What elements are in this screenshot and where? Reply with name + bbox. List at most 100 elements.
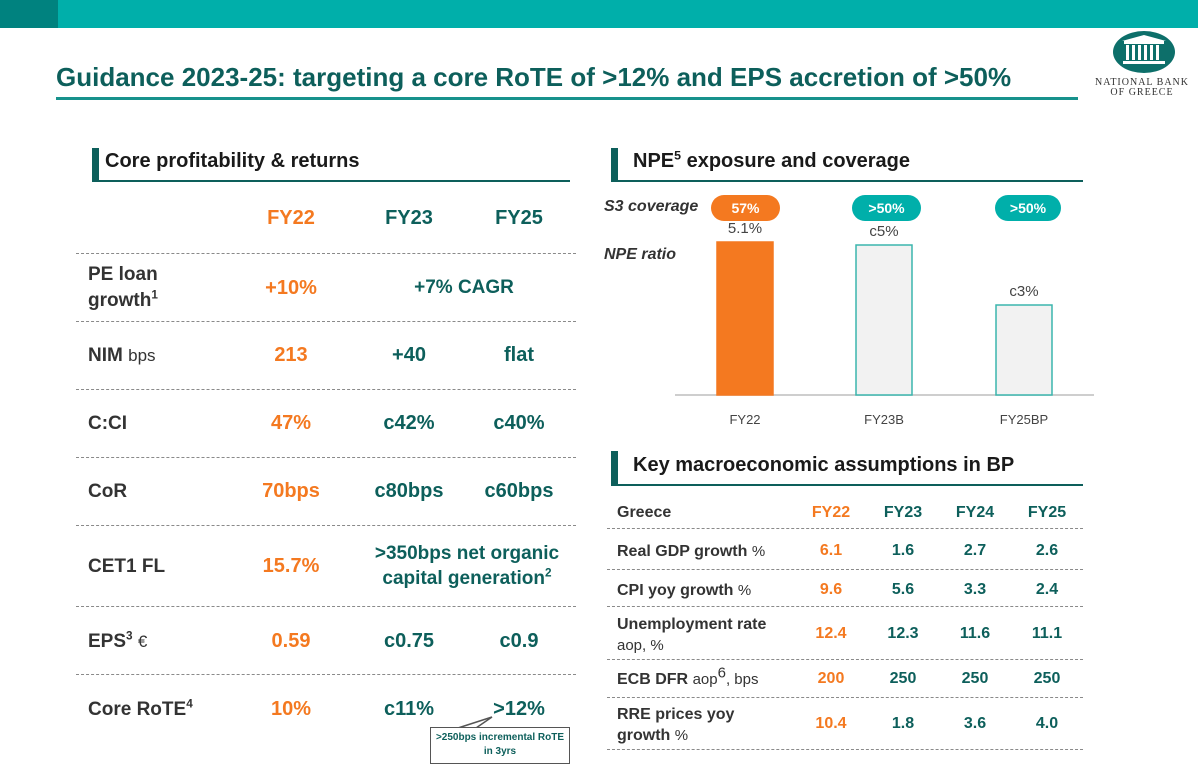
npe-data-label: c3% [1009,283,1038,300]
coverage-pill-fy25: >50% [995,195,1061,221]
core-section-marker [92,148,99,182]
macro-cell: 6.1 [819,542,843,559]
npe-category-label: FY25BP [1000,412,1048,427]
npe-section-title: NPE5 exposure and coverage [633,148,911,172]
npe-title-footnote: 5 [674,148,682,163]
eps-fy25: c0.9 [499,630,539,652]
cor-fy22: 70bps [262,480,320,502]
macro-cell: 11.6 [959,625,991,642]
s3-coverage-label: S3 coverage [604,198,699,215]
macro-cell: 9.6 [819,581,843,598]
col-header-fy25: FY25 [495,207,543,229]
macro-cell: 10.4 [815,715,847,732]
row-label-cet1: CET1 FL [88,556,166,577]
macro-cell: 2.4 [1035,581,1059,598]
rote-fy25: >12% [493,698,545,720]
macro-cell: 2.7 [963,542,987,559]
coverage-pill-fy22: 57% [711,195,780,221]
cor-fy25: c60bps [484,480,554,502]
pe-loan-fy22: +10% [265,277,317,299]
macro-row-label: ECB DFR aop6, bps [617,664,759,688]
top-banner [0,0,1198,28]
npe-ratio-label: NPE ratio [604,246,677,263]
row-divider [76,253,576,254]
nim-fy23: +40 [392,344,426,366]
core-section-rule [92,180,570,182]
rote-callout: >250bps incremental RoTE in 3yrs [430,727,570,764]
eps-fy22: 0.59 [271,630,311,652]
npe-data-label: c5% [869,223,898,240]
npe-data-label: 5.1% [728,220,762,237]
macro-cell: 1.6 [891,542,915,559]
row-divider [76,389,576,390]
macro-cell: 5.6 [891,581,915,598]
rote-fy22: 10% [270,698,312,720]
macro-cell: 250 [1033,670,1061,687]
macro-cell: 12.3 [887,625,919,642]
rote-fy23: c11% [383,698,435,720]
row-divider [76,457,576,458]
macro-section-marker [611,451,618,485]
macro-section-rule [611,484,1083,486]
macro-row-divider [607,659,1083,660]
npe-section-rule [611,180,1083,182]
macro-cell: 250 [889,670,917,687]
coverage-pill-fy23: >50% [852,195,921,221]
npe-title-rest: exposure and coverage [686,150,911,172]
macro-row-label: Real GDP growth % [617,543,766,560]
npe-bar-fy25bp [995,304,1053,396]
row-label-pe-loan: PE loan growth1 [88,264,158,311]
cor-fy23: c80bps [374,480,444,502]
macro-row-divider [607,749,1083,750]
row-label-eps: EPS3 € [88,629,148,652]
macro-row-divider [607,569,1083,570]
macro-row-divider [607,697,1083,698]
cet1-fy23-fy25: >350bps net organic capital generation2 [374,543,560,589]
macro-cell: 4.0 [1035,715,1059,732]
cci-fy23: c42% [383,412,435,434]
npe-bar-fy23b [855,244,913,396]
title-underline [56,97,1078,100]
macro-cell: 12.4 [815,625,847,642]
row-label-cor: CoR [88,481,128,502]
logo-text-line2: OF GREECE [1110,87,1174,98]
cci-fy22: 47% [270,412,312,434]
bank-emblem-icon [1113,31,1175,73]
logo-text-line1: NATIONAL BANK [1094,77,1189,88]
cci-fy25: c40% [493,412,545,434]
col-header-fy22: FY22 [267,207,315,229]
npe-bar-fy22 [716,241,774,396]
bank-logo: NATIONAL BANK OF GREECE [1088,30,1196,100]
pe-loan-fy23-fy25: +7% CAGR [414,277,514,298]
macro-row-divider [607,528,1083,529]
npe-section-marker [611,148,618,182]
nim-fy22: 213 [274,344,308,366]
macro-cell: 3.6 [963,715,987,732]
macro-cell: 1.8 [891,715,915,732]
macro-row-label: RRE prices yoy growth % [617,706,735,744]
macro-row-divider [607,606,1083,607]
row-divider [76,606,576,607]
macro-row-label: CPI yoy growth % [617,582,752,599]
macro-header-greece: Greece [617,504,672,521]
row-divider [76,674,576,675]
macro-cell: 250 [961,670,989,687]
nim-fy25: flat [504,344,534,366]
core-section-title: Core profitability & returns [105,150,360,172]
macro-cell: 3.3 [963,581,987,598]
row-label-nim: NIM bps [88,345,156,366]
macro-col-fy22: FY22 [811,504,851,521]
row-divider [76,321,576,322]
row-label-rote: Core RoTE4 [88,697,193,720]
col-header-fy23: FY23 [385,207,433,229]
page-title: Guidance 2023-25: targeting a core RoTE … [56,62,1012,92]
cet1-fy22: 15.7% [262,555,320,577]
macro-cell: 11.1 [1031,625,1063,642]
npe-category-label: FY22 [729,412,760,427]
macro-section-title: Key macroeconomic assumptions in BP [633,454,1015,476]
macro-col-fy25: FY25 [1027,504,1067,521]
eps-fy23: c0.75 [383,630,435,652]
npe-category-label: FY23B [864,412,904,427]
